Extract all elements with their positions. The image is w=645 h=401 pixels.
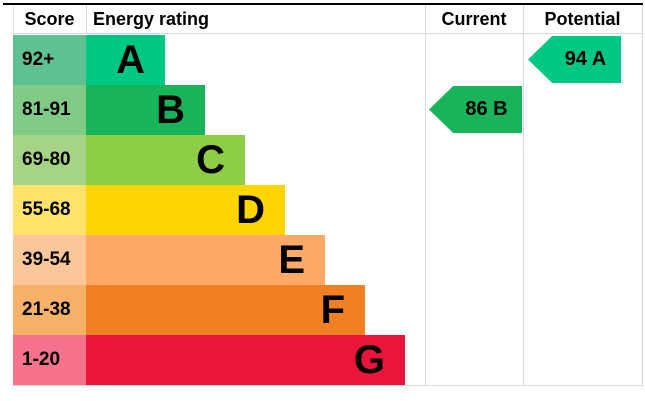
band-bar-a: A xyxy=(86,35,165,85)
band-letter-e: E xyxy=(278,238,305,282)
divider-score-rating xyxy=(86,5,87,33)
divider-current-potential xyxy=(523,5,524,385)
column-header-current: Current xyxy=(441,8,507,29)
score-range-f: 21-38 xyxy=(13,285,86,335)
band-letter-c: C xyxy=(196,138,225,182)
score-range-g: 1-20 xyxy=(13,335,86,385)
band-bar-d: D xyxy=(86,185,285,235)
band-letter-f: F xyxy=(320,288,345,332)
potential-rating-label: 94 A xyxy=(564,48,607,70)
chart-top-border xyxy=(3,3,643,5)
score-range-c: 69-80 xyxy=(13,135,86,185)
current-rating-label: 86 B xyxy=(465,98,508,120)
band-letter-g: G xyxy=(353,338,385,382)
band-row-a: 92+ A xyxy=(13,35,165,85)
band-row-c: 69-80 C xyxy=(13,135,245,185)
score-range-d: 55-68 xyxy=(13,185,86,235)
band-bar-c: C xyxy=(86,135,245,185)
divider-rating-current xyxy=(425,5,426,385)
band-letter-a: A xyxy=(116,38,145,82)
band-row-g: 1-20 G xyxy=(13,335,405,385)
column-header-potential: Potential xyxy=(544,8,621,29)
score-range-a: 92+ xyxy=(13,35,86,85)
band-letter-b: B xyxy=(156,88,185,132)
chart-right-border xyxy=(642,5,643,385)
header-underline xyxy=(13,33,643,34)
band-bar-b: B xyxy=(86,85,205,135)
score-range-e: 39-54 xyxy=(13,235,86,285)
column-header-energy-rating: Energy rating xyxy=(93,8,210,29)
band-letter-d: D xyxy=(236,188,265,232)
potential-rating-arrow: 94 A xyxy=(528,36,621,83)
band-row-b: 81-91 B xyxy=(13,85,205,135)
current-rating-arrow: 86 B xyxy=(429,86,522,133)
band-bar-f: F xyxy=(86,285,365,335)
column-header-score: Score xyxy=(24,8,75,29)
band-row-e: 39-54 E xyxy=(13,235,325,285)
band-row-d: 55-68 D xyxy=(13,185,285,235)
band-bar-e: E xyxy=(86,235,325,285)
band-bar-g: G xyxy=(86,335,405,385)
score-range-b: 81-91 xyxy=(13,85,86,135)
band-row-f: 21-38 F xyxy=(13,285,365,335)
chart-bottom-border xyxy=(13,385,643,386)
